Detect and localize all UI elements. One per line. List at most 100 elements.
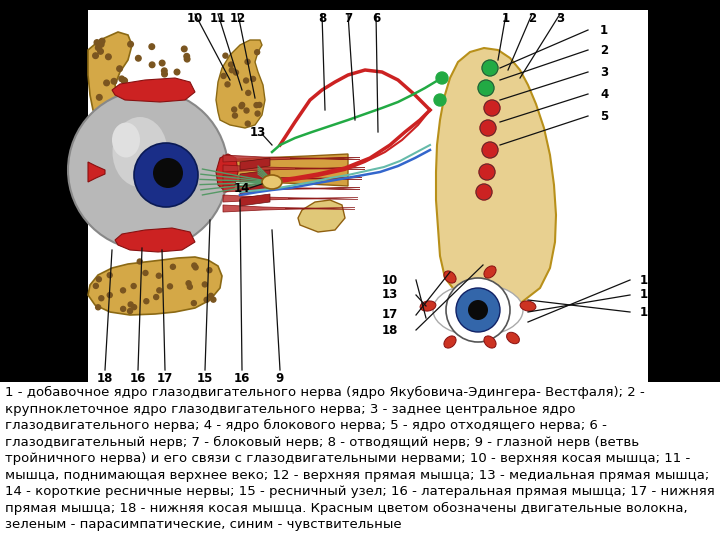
Text: 17: 17 [157,372,173,385]
Circle shape [223,53,228,58]
Text: 16: 16 [130,372,146,385]
Circle shape [468,300,488,320]
Polygon shape [240,194,270,206]
Text: 1: 1 [502,12,510,25]
Ellipse shape [420,301,436,311]
Polygon shape [88,162,105,182]
Text: 10: 10 [382,273,398,287]
Circle shape [94,40,100,45]
Circle shape [239,104,244,109]
Circle shape [233,113,238,118]
Polygon shape [240,170,270,182]
Circle shape [176,82,182,87]
Circle shape [476,184,492,200]
Circle shape [436,72,448,84]
Text: 9: 9 [276,372,284,385]
Circle shape [96,45,101,51]
Circle shape [204,298,209,302]
Polygon shape [223,165,365,172]
Circle shape [187,285,192,289]
Circle shape [184,56,190,62]
Circle shape [192,263,197,268]
Circle shape [122,94,127,100]
Circle shape [96,94,102,100]
Circle shape [171,264,176,269]
Circle shape [246,121,251,126]
Polygon shape [223,195,358,202]
Text: 18: 18 [96,372,113,385]
Circle shape [446,278,510,342]
Bar [88,10,648,382]
Circle shape [109,106,115,112]
Polygon shape [223,185,360,192]
Circle shape [134,143,198,207]
Circle shape [107,293,112,298]
Ellipse shape [444,271,456,283]
Circle shape [96,277,102,282]
Circle shape [221,73,226,78]
Text: 16: 16 [640,306,657,319]
Circle shape [124,117,129,123]
Circle shape [153,158,183,188]
Circle shape [484,100,500,116]
Circle shape [106,54,111,59]
Text: 16: 16 [234,372,250,385]
Text: 11: 11 [210,12,226,25]
Ellipse shape [262,175,282,189]
Circle shape [148,118,154,124]
Circle shape [144,106,150,112]
Text: 3: 3 [600,65,608,78]
Circle shape [482,142,498,158]
Circle shape [157,85,163,90]
Circle shape [211,297,216,302]
Circle shape [98,49,103,54]
Circle shape [120,288,125,293]
Circle shape [209,293,213,299]
Circle shape [96,305,101,310]
Circle shape [480,120,496,136]
Circle shape [150,107,156,113]
Ellipse shape [484,266,496,278]
Ellipse shape [484,336,496,348]
Polygon shape [88,257,222,315]
Circle shape [202,282,207,287]
Circle shape [251,77,256,82]
Circle shape [244,108,249,113]
Circle shape [128,302,133,307]
Text: 13: 13 [382,288,398,301]
Polygon shape [216,40,265,128]
Circle shape [192,301,197,306]
Circle shape [243,78,248,83]
Circle shape [99,38,105,44]
Bar [0,382,720,540]
Text: 12: 12 [640,288,656,301]
Circle shape [434,94,446,106]
Circle shape [161,68,167,73]
Text: 12: 12 [230,12,246,25]
Circle shape [153,294,158,300]
Circle shape [143,271,148,275]
Circle shape [225,82,230,87]
Text: 17: 17 [382,308,398,321]
Circle shape [127,308,132,314]
Text: 18: 18 [382,323,398,336]
Circle shape [135,56,141,61]
Polygon shape [436,48,556,307]
Circle shape [181,46,187,52]
Text: 4: 4 [600,87,608,100]
Circle shape [246,90,251,96]
Circle shape [101,105,107,111]
Circle shape [232,107,237,112]
Circle shape [174,69,180,75]
Circle shape [255,50,260,55]
Circle shape [240,103,245,107]
Polygon shape [216,154,238,192]
Circle shape [186,281,191,286]
Circle shape [193,265,198,270]
Circle shape [166,116,171,122]
Circle shape [94,284,99,288]
Text: 13: 13 [250,125,266,138]
Circle shape [156,273,161,278]
Circle shape [168,284,173,289]
Circle shape [129,99,135,105]
